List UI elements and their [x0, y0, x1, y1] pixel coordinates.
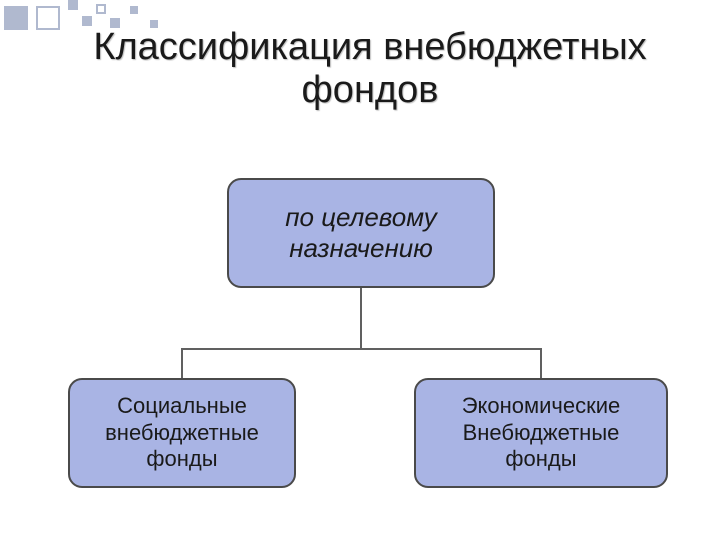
connector-left-drop — [181, 348, 183, 378]
deco-square — [130, 6, 138, 14]
node-root: по целевому назначению — [227, 178, 495, 288]
title-line-1: Классификация внебюджетных — [40, 26, 700, 69]
deco-square — [4, 6, 28, 30]
title-line-2: фондов — [40, 69, 700, 112]
connector-horizontal — [181, 348, 541, 350]
node-left-label: Социальные внебюджетные фонды — [105, 393, 259, 472]
deco-square — [68, 0, 78, 10]
node-right-label: Экономические Внебюджетные фонды — [462, 393, 621, 472]
connector-root-stem — [360, 288, 362, 350]
deco-square — [82, 16, 92, 26]
node-right: Экономические Внебюджетные фонды — [414, 378, 668, 488]
deco-square — [96, 4, 106, 14]
node-root-label: по целевому назначению — [285, 202, 437, 264]
connector-right-drop — [540, 348, 542, 378]
page-title: Классификация внебюджетных фондов — [40, 26, 700, 112]
node-left: Социальные внебюджетные фонды — [68, 378, 296, 488]
